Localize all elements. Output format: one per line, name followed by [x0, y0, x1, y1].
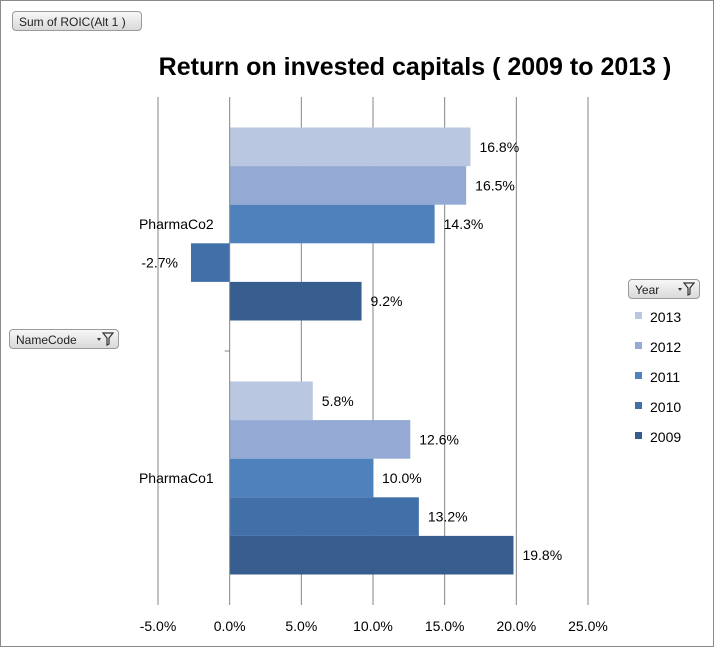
- x-tick-label: 0.0%: [214, 618, 246, 634]
- filter-dropdown-icon[interactable]: [677, 282, 695, 296]
- legend-entry: 2009: [650, 429, 681, 445]
- legend-swatch: [635, 402, 642, 409]
- x-tick-label: 10.0%: [353, 618, 393, 634]
- legend-entry: 2013: [650, 309, 681, 325]
- data-label: 16.5%: [475, 177, 515, 193]
- bar: [229, 381, 313, 421]
- data-label: -2.7%: [141, 255, 178, 271]
- bar: [229, 535, 514, 575]
- legend-field-button[interactable]: Year: [628, 279, 700, 299]
- bar: [190, 243, 230, 282]
- axes: -5.0% 0.0% 5.0% 10.0% 15.0% 20.0% 25.0% PharmaC…: [139, 97, 608, 634]
- legend-entry: 2012: [650, 339, 681, 355]
- chart-title: Return on invested capitals ( 2009 to 20…: [159, 53, 672, 81]
- bar: [229, 127, 471, 167]
- values-field-button[interactable]: Sum of ROIC(Alt 1 ): [12, 11, 142, 31]
- data-label: 13.2%: [428, 509, 468, 525]
- legend-swatch: [635, 342, 642, 349]
- x-tick-label: 5.0%: [285, 618, 317, 634]
- values-field-label: Sum of ROIC(Alt 1 ): [19, 15, 126, 29]
- data-label: 9.2%: [371, 293, 403, 309]
- filter-dropdown-icon[interactable]: [96, 332, 114, 346]
- category-label: PharmaCo2: [139, 216, 214, 232]
- legend-field-label: Year: [635, 283, 660, 297]
- legend-entry: 2010: [650, 399, 681, 415]
- x-tick-label: 20.0%: [496, 618, 536, 634]
- row-field-label: NameCode: [16, 333, 77, 347]
- category-label: PharmaCo1: [139, 470, 214, 486]
- x-tick-label: 15.0%: [425, 618, 465, 634]
- data-labels: 16.8% 16.5% 14.3% -2.7% 9.2% 5.8% 12.6% 10.0% 13…: [141, 139, 562, 563]
- bar: [229, 281, 362, 321]
- bar: [229, 497, 419, 536]
- data-label: 19.8%: [522, 547, 562, 563]
- data-label: 12.6%: [419, 431, 459, 447]
- bars: [190, 127, 514, 575]
- bar: [229, 458, 373, 498]
- data-label: 16.8%: [479, 139, 519, 155]
- bar: [229, 166, 467, 205]
- legend-swatch: [635, 432, 642, 439]
- legend: 2013 2012 2011 2010 2009: [635, 309, 681, 445]
- row-field-button[interactable]: NameCode: [9, 329, 119, 349]
- legend-swatch: [635, 312, 642, 319]
- data-label: 10.0%: [382, 470, 422, 486]
- x-tick-label: -5.0%: [140, 618, 177, 634]
- data-label: 14.3%: [444, 216, 484, 232]
- legend-entry: 2011: [650, 369, 680, 385]
- legend-swatch: [635, 372, 642, 379]
- data-label: 5.8%: [322, 393, 354, 409]
- bar: [229, 420, 411, 459]
- x-tick-label: 25.0%: [568, 618, 608, 634]
- bar: [229, 204, 435, 244]
